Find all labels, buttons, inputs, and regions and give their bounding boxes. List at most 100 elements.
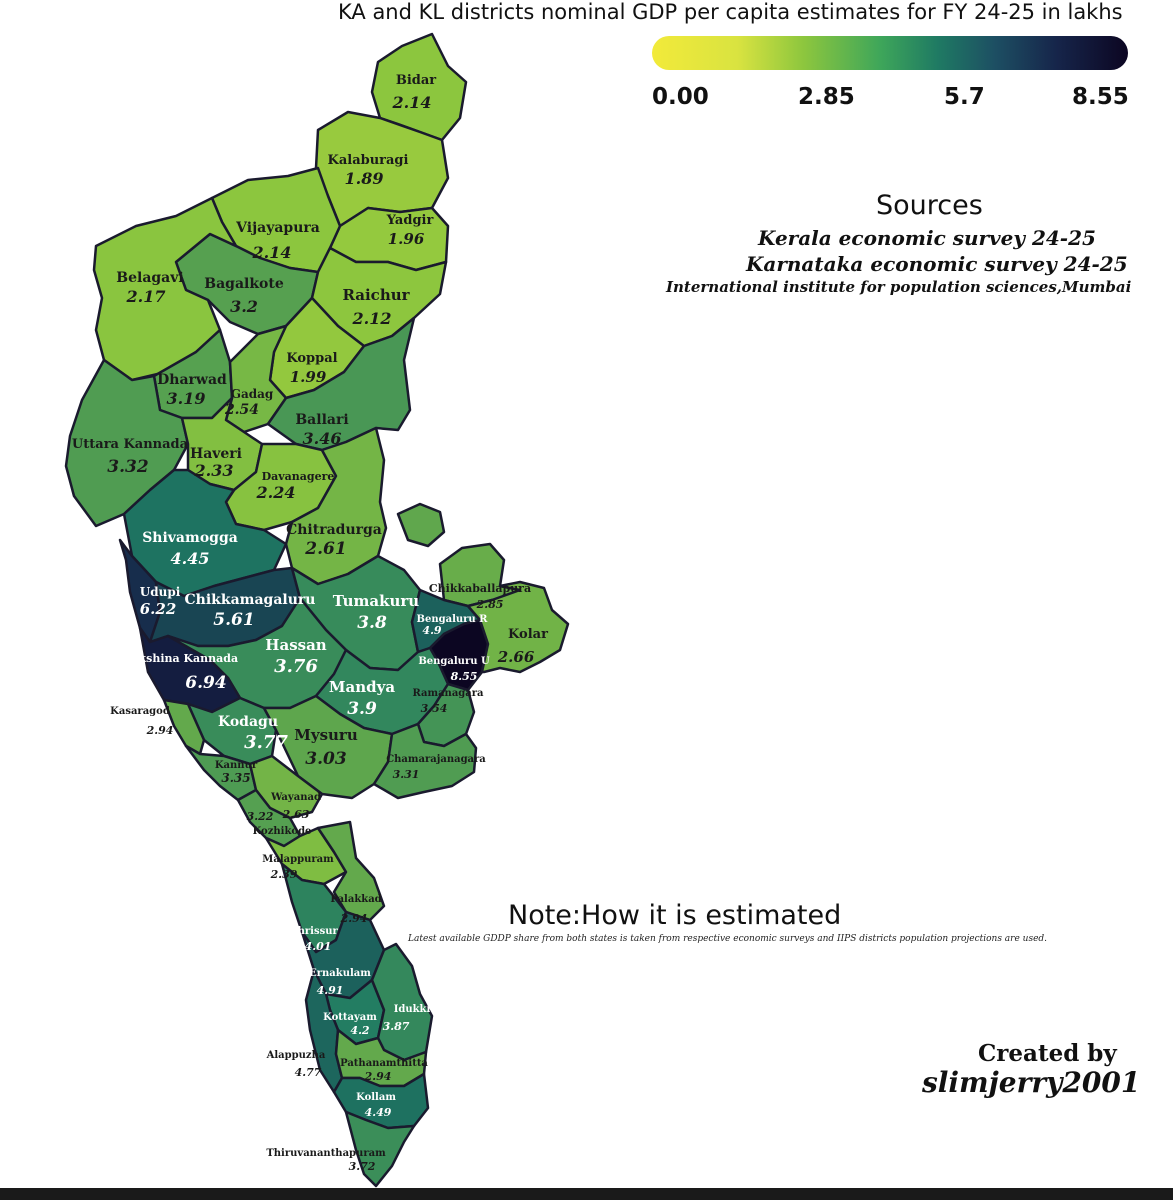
district-belagavi[interactable] — [92, 196, 238, 382]
district-name-label: Tumakuru — [333, 592, 419, 610]
credit-line: Created by — [978, 1040, 1117, 1067]
district-name-label: Haveri — [190, 446, 242, 462]
district-name-label: Mandya — [329, 678, 395, 696]
district-value-label: 2.14 — [252, 243, 292, 262]
district-name-label: Kannur — [215, 760, 258, 771]
district-name-label: Bagalkote — [204, 276, 284, 292]
district-value-label: 3.87 — [383, 1020, 410, 1033]
district-value-label: 1.99 — [290, 368, 327, 386]
district-idukki[interactable] — [370, 942, 434, 1062]
district-value-label: 2.39 — [270, 868, 298, 881]
district-value-label: 2.94 — [364, 1070, 392, 1083]
district-name-label: Vijayapura — [235, 220, 320, 236]
district-value-label: 3.32 — [107, 457, 149, 477]
district-name-label: Palakkad — [330, 894, 381, 905]
district-name-label: Wayanad — [270, 792, 321, 803]
district-name-label: Udupi — [140, 585, 181, 599]
district-name-label: Kodagu — [218, 714, 278, 730]
district-name-label: Dharwad — [157, 372, 227, 388]
legend-tick: 8.55 — [1072, 84, 1129, 110]
district-value-label: 2.33 — [194, 461, 234, 480]
district-davanagere[interactable] — [224, 442, 338, 532]
district-name-label: Chikkaballapura — [429, 582, 531, 595]
source-item: Karnataka economic survey 24-25 — [746, 252, 1128, 276]
district-value-label: 3.72 — [349, 1160, 376, 1173]
district-name-label: Pathanamthitta — [340, 1058, 428, 1069]
district-name-label: Ramanagara — [412, 688, 484, 699]
district-value-label: 3.19 — [167, 389, 206, 408]
district-value-label: 8.55 — [451, 670, 478, 683]
district-name-label: Thrissur — [290, 926, 338, 937]
district-name-label: Kottayam — [323, 1012, 377, 1023]
district-name-label: Alappuzha — [266, 1050, 326, 1061]
district-value-label: 3.76 — [274, 656, 318, 677]
district-value-label: 4.45 — [171, 549, 210, 568]
district-name-label: Idukki — [394, 1004, 431, 1015]
district-value-label: 4.9 — [422, 624, 441, 637]
district-value-label: 6.94 — [185, 673, 226, 693]
district-name-label: Ernakulam — [309, 968, 371, 979]
district-value-label: 3.2 — [230, 297, 258, 316]
district-value-label: 4.91 — [317, 984, 344, 997]
district-name-label: Dakshina Kannada — [122, 652, 238, 665]
district-value-label: 2.61 — [304, 539, 346, 559]
district-value-label: 3.77 — [244, 732, 288, 753]
legend-tick: 0.00 — [652, 84, 709, 110]
district-name-label: Gadag — [231, 387, 274, 401]
district-name-label: Uttara Kannada — [72, 437, 189, 452]
credit-author: slimjerry2001 — [922, 1066, 1141, 1099]
district-value-label: 3.31 — [393, 768, 420, 781]
district-value-label: 1.96 — [388, 230, 425, 248]
source-item: Kerala economic survey 24-25 — [758, 226, 1096, 250]
legend-tick: 5.7 — [944, 84, 985, 110]
district-name-label: Ballari — [295, 412, 348, 428]
district-value-label: 2.94 — [146, 724, 174, 737]
district-value-label: 2.94 — [340, 912, 368, 925]
district-value-label: 4.49 — [365, 1106, 392, 1119]
district-value-label: 4.77 — [295, 1066, 322, 1079]
district-kodagu[interactable] — [186, 696, 278, 766]
district-thiruvananthapuram[interactable] — [344, 1110, 416, 1188]
district-name-label: Chitradurga — [286, 522, 382, 538]
district-name-label: Davanagere — [262, 470, 335, 483]
district-value-label: 6.22 — [140, 600, 177, 618]
district-name-label: Kozhikode — [253, 826, 312, 837]
note-text: Latest available GDDP share from both st… — [408, 934, 1048, 944]
district-value-label: 2.24 — [256, 483, 296, 502]
district-name-label: Chikkamagaluru — [185, 592, 316, 608]
district-value-label: 2.66 — [497, 648, 535, 666]
district-bidar[interactable] — [370, 32, 468, 142]
district-value-label: 5.61 — [213, 610, 254, 630]
district-name-label: Chamarajanagara — [386, 754, 486, 765]
district-value-label: 2.85 — [476, 598, 504, 611]
district-name-label: Hassan — [265, 636, 327, 654]
map-title: KA and KL districts nominal GDP per capi… — [338, 0, 1123, 24]
district-value-label: 1.89 — [345, 169, 384, 188]
district-kolar[interactable] — [466, 580, 570, 674]
district-name-label: Kolar — [508, 627, 548, 642]
district-name-label: Kasaragod — [110, 706, 170, 717]
district-value-label: 4.01 — [305, 940, 332, 953]
footer-bar — [0, 1188, 1173, 1200]
district-value-label: 2.12 — [352, 309, 392, 328]
district-name-label: Shivamogga — [142, 530, 238, 546]
district-name-label: Koppal — [286, 351, 337, 366]
district-name-label: Malappuram — [262, 854, 334, 865]
district-value-label: 3.35 — [221, 771, 250, 785]
district-value-label: 3.9 — [347, 699, 377, 719]
district-value-label: 3.22 — [247, 810, 274, 823]
district-name-label: Bidar — [396, 73, 436, 88]
district-value-label: 3.03 — [305, 749, 347, 769]
district-name-label: Bengaluru U — [418, 656, 490, 667]
district-value-label: 2.17 — [126, 287, 166, 306]
district-value-label: 2.14 — [392, 93, 432, 112]
district-value-label: 2.54 — [224, 402, 259, 418]
district-name-label: Yadgir — [386, 213, 434, 228]
district-name-label: Thiruvananthapuram — [266, 1148, 386, 1159]
sources-heading: Sources — [876, 190, 983, 221]
district-value-label: 4.2 — [350, 1024, 369, 1037]
district-value-label: 2.63 — [282, 808, 310, 821]
source-item: International institute for population s… — [666, 278, 1132, 296]
district-chamarajanagara[interactable] — [372, 722, 478, 800]
